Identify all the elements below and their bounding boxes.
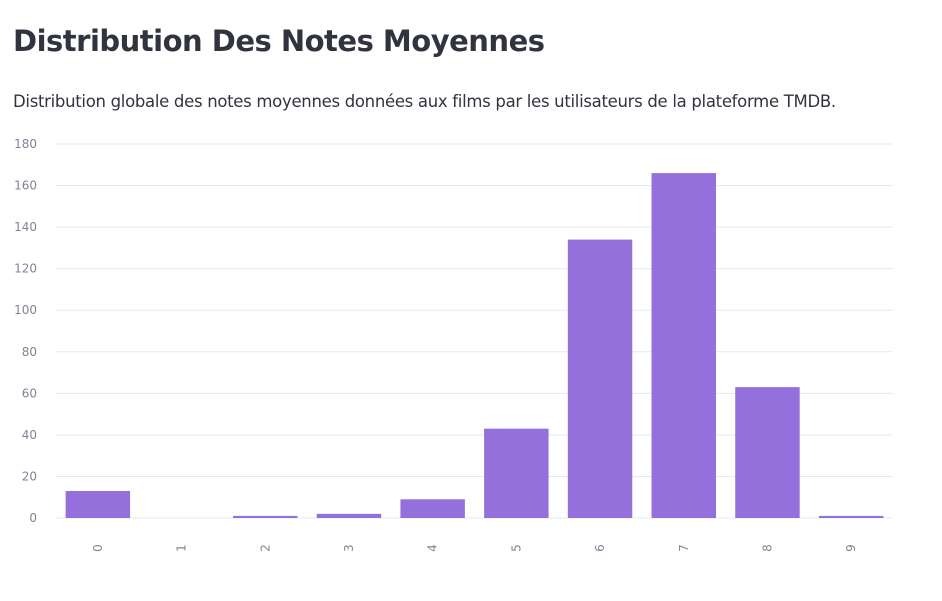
bar-8[interactable] <box>735 387 800 518</box>
x-tick-label: 7 <box>677 544 691 552</box>
x-tick-label: 2 <box>258 544 272 552</box>
x-tick-label: 0 <box>91 544 105 552</box>
x-tick-label: 1 <box>175 544 189 552</box>
x-tick-label: 8 <box>760 544 774 552</box>
y-tick-label: 140 <box>14 220 37 234</box>
y-tick-label: 60 <box>22 386 37 400</box>
y-axis-ticks: 0 20 40 60 80 100 120 140 160 180 <box>14 137 37 525</box>
y-tick-label: 100 <box>14 303 37 317</box>
y-tick-label: 160 <box>14 179 37 193</box>
x-tick-label: 6 <box>593 544 607 552</box>
y-tick-label: 40 <box>22 428 37 442</box>
bar-4[interactable] <box>400 499 465 518</box>
x-axis-ticks: 0 1 2 3 4 5 6 7 8 9 <box>91 544 858 552</box>
bar-3[interactable] <box>316 513 382 518</box>
x-tick-label: 4 <box>426 544 440 552</box>
grid-lines <box>56 143 893 519</box>
x-tick-label: 9 <box>844 544 858 552</box>
x-tick-label: 3 <box>342 544 356 552</box>
page-subtitle: Distribution globale des notes moyennes … <box>13 92 836 111</box>
y-tick-label: 180 <box>14 137 37 151</box>
bar-9[interactable] <box>818 515 884 518</box>
y-tick-label: 120 <box>14 262 37 276</box>
bar-5[interactable] <box>484 428 549 518</box>
page-title: Distribution Des Notes Moyennes <box>13 24 545 58</box>
bars <box>65 173 884 519</box>
bar-6[interactable] <box>567 239 633 519</box>
x-tick-label: 5 <box>509 544 523 552</box>
y-tick-label: 20 <box>22 469 37 483</box>
bar-0[interactable] <box>65 490 131 518</box>
y-tick-label: 0 <box>29 511 37 525</box>
bar-chart: 0 20 40 60 80 100 120 140 160 180 0 1 2 3 4 5 6 7 8 9 <box>14 137 893 552</box>
bar-2[interactable] <box>233 515 298 518</box>
bar-7[interactable] <box>651 173 716 518</box>
y-tick-label: 80 <box>22 345 37 359</box>
